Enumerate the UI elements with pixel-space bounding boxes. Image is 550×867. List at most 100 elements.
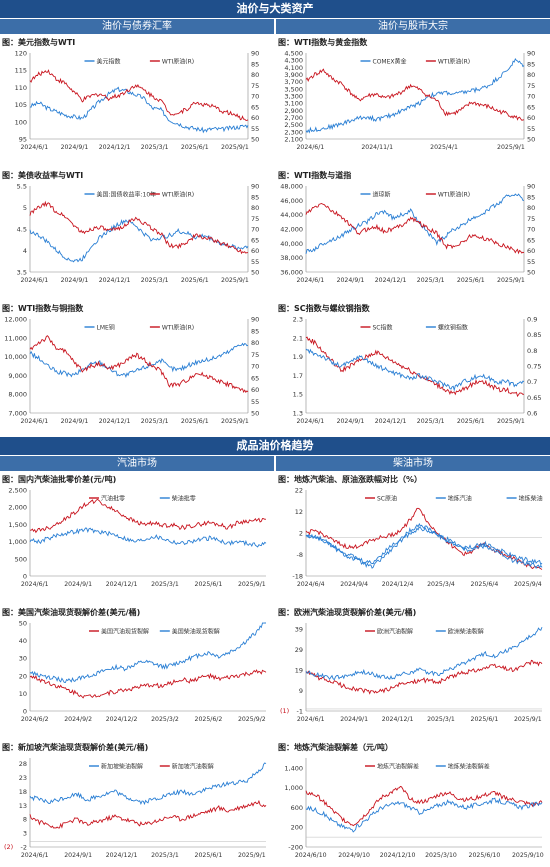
chart-title: 图：WTI指数与铜指数 [2, 304, 84, 313]
legend-label: 地炼柴油 [519, 494, 543, 502]
y-tick-label: 7,000 [8, 410, 27, 418]
y-tick-label: 1.9 [293, 353, 303, 361]
x-tick-label: 2025/9/1 [238, 581, 266, 588]
y-tick-label: 23 [19, 774, 27, 782]
x-tick-label: 2024/12/1 [106, 852, 138, 859]
y-tick-label: 2,500 [284, 121, 303, 129]
y2-tick-label: 80 [527, 204, 535, 212]
y-tick-label: 13 [19, 802, 27, 810]
legend-label: 地炼柴油裂解差 [448, 762, 490, 770]
y2-tick-label: 80 [251, 339, 259, 347]
y-tick-label: 1,500 [8, 521, 27, 529]
y2-tick-label: 90 [251, 50, 259, 58]
x-tick-label: 2025/9/1 [497, 418, 525, 425]
chart-svg: 0 10 20 30 40 50 2024/6/2 2024/9/2 2024/12/2 2025… [19, 620, 267, 723]
y2-tick-label: 85 [251, 193, 259, 201]
y2-tick-label: 75 [251, 82, 259, 90]
y-tick-label: 95 [19, 136, 27, 144]
x-tick-label: 2024/9/1 [64, 852, 92, 859]
y-tick-label: 44,000 [280, 211, 303, 219]
y-tick-label: 0 [23, 573, 27, 581]
chart-svg: 2,1002,3002,5002,7002,9003,1003,3003,500… [284, 50, 535, 152]
x-tick-label: 2024/12/1 [106, 581, 138, 588]
y-tick-label: 2 [299, 530, 303, 538]
y-tick-label: 115 [15, 67, 27, 75]
y-tick-label: 3 [23, 830, 27, 838]
y-tick-label: 10,000 [4, 353, 27, 361]
series-line-0 [29, 762, 267, 806]
x-tick-label: 2025/9/4 [514, 581, 542, 588]
x-tick-label: 2025/9/1 [221, 418, 249, 425]
x-tick-label: 2024/12/2 [106, 716, 138, 723]
y2-tick-label: 0.75 [527, 363, 541, 371]
y2-tick-label: 50 [527, 269, 535, 277]
series-line-0 [305, 507, 543, 570]
y2-tick-label: 85 [527, 60, 535, 68]
y-tick-label: 4,500 [284, 50, 303, 58]
y2-tick-label: 50 [251, 410, 259, 418]
y2-tick-label: 70 [251, 363, 259, 371]
chart-c4: 图：WTI指数与道指 36,000 38,000 40,000 42,000 44,000… [276, 170, 550, 292]
y-tick-label: 100 [15, 118, 27, 126]
series-line-0 [29, 218, 249, 263]
x-tick-label: 2024/9/10 [338, 852, 370, 859]
x-tick-label: 2025/6/1 [457, 418, 485, 425]
y-tick-label: -18 [292, 573, 303, 581]
chart-svg: 7,000 8,000 9,000 10,000 11,000 12,000 50 55 60 6… [4, 316, 259, 426]
y-tick-label: 11,000 [4, 334, 27, 342]
y-tick-label: 5 [23, 204, 27, 212]
x-tick-label: 2025/3/1 [141, 418, 169, 425]
y-tick-label: 12 [295, 508, 303, 516]
y2-tick-label: 65 [251, 103, 259, 111]
y-tick-label: 200 [291, 824, 303, 832]
x-tick-label: 2024/9/1 [64, 581, 92, 588]
series-line-1 [305, 348, 525, 392]
y2-tick-label: 60 [527, 247, 535, 255]
x-tick-label: 2025/6/10 [469, 852, 501, 859]
x-tick-label: 2025/6/1 [181, 144, 209, 151]
x-tick-label: 2025/6/2 [195, 716, 223, 723]
section-title-assets: 油价与大类资产 [0, 0, 550, 18]
y-tick-label: 40,000 [280, 240, 303, 248]
chart-svg: -2 3 8 13 18 23 28 (2) 2024/6/1 2024/9/1 2024/12/1… [4, 758, 267, 859]
chart-c5: 图：WTI指数与铜指数 7,000 8,000 9,000 10,000 11,000 12… [0, 303, 274, 433]
y2-tick-label: 80 [527, 71, 535, 79]
y2-tick-label: 65 [251, 236, 259, 244]
x-tick-label: 2025/6/1 [195, 852, 223, 859]
chart-svg: -18 -8 2 12 22 2024/6/4 2024/9/4 2024/12/4 2025/… [292, 487, 543, 589]
y-tick-label: 8 [23, 816, 27, 824]
x-tick-label: 2024/12/1 [375, 418, 407, 425]
y2-tick-label: 50 [251, 269, 259, 277]
legend-label: LME铜 [97, 323, 115, 331]
y2-tick-label: 0.8 [527, 347, 537, 355]
y-tick-label: 2,100 [284, 136, 303, 144]
legend-label: 新加坡柴油裂解 [101, 762, 143, 770]
y2-tick-label: 70 [251, 93, 259, 101]
y-tick-label: 3,100 [284, 100, 303, 108]
y-tick-label: 0 [23, 708, 27, 716]
y-tick-label: 50 [19, 620, 27, 628]
y-tick-label: 4,300 [284, 57, 303, 65]
y-tick-label: 40 [19, 637, 27, 645]
x-tick-label: 2025/6/1 [457, 277, 485, 284]
y-tick-label: 4.5 [17, 226, 27, 234]
chart-c12: 图：地炼汽柴油裂解差（元/吨） -200 200 600 1,000 1,400 2024/… [276, 742, 550, 867]
series-line-1 [305, 626, 543, 681]
legend-label: COMEX黄金 [373, 57, 407, 65]
y2-tick-label: 90 [527, 50, 535, 58]
x-tick-label: 2024/11/1 [361, 144, 393, 151]
y-tick-label: 2.3 [293, 316, 303, 324]
y-tick-label: 1.5 [293, 391, 303, 399]
x-tick-label: 2024/12/4 [382, 581, 414, 588]
y-tick-label: 22 [295, 487, 303, 495]
x-tick-label: 2024/9/1 [337, 418, 365, 425]
y-tick-label: 46,000 [280, 197, 303, 205]
chart-svg: 95 100 105 110 115 120 50 55 60 65 70 75 80 85 90 2024/… [15, 50, 260, 152]
series-line-1 [29, 527, 267, 548]
x-tick-label: 2025/6/1 [181, 418, 209, 425]
x-tick-label: 2025/9/1 [221, 277, 249, 284]
x-tick-label: 2024/6/1 [21, 581, 49, 588]
x-tick-label: 2025/3/1 [141, 144, 169, 151]
legend-label: WTI原油(R) [162, 190, 194, 198]
series-line-1 [305, 68, 525, 121]
